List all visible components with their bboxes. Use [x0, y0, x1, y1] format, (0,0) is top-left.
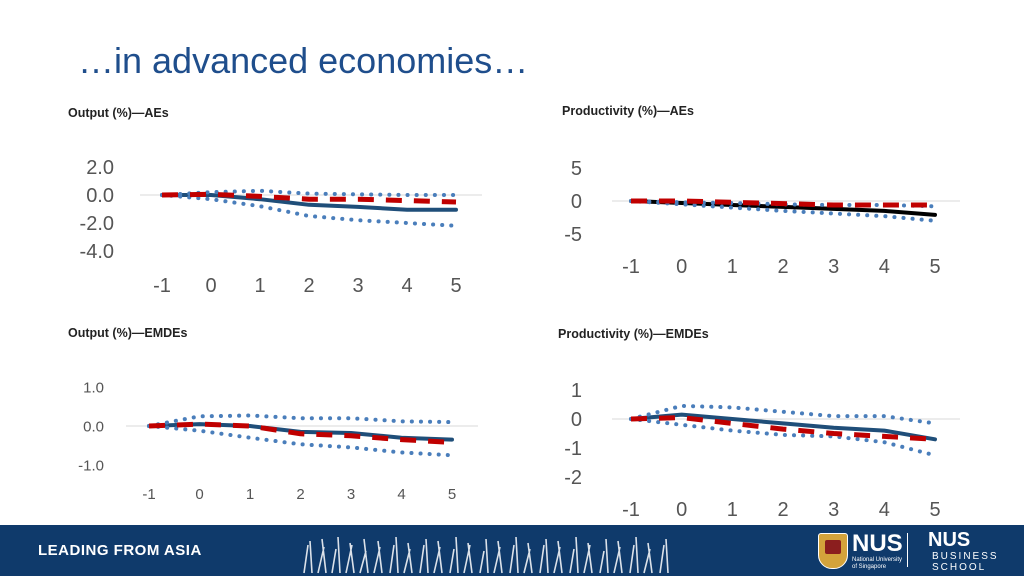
- x-tick-label: 1: [727, 256, 738, 278]
- nus-logo-subtext: National University of Singapore: [852, 557, 903, 570]
- y-tick-label: 0: [571, 191, 582, 213]
- x-tick-label: 4: [397, 486, 405, 503]
- x-tick-label: 3: [352, 275, 363, 297]
- x-tick-label: 1: [246, 486, 254, 503]
- series-line-dotted: [160, 188, 458, 197]
- series-line-solid: [160, 193, 458, 212]
- series-line-dashed: [631, 198, 935, 208]
- business-school-text: BUSINESS SCHOOL: [932, 551, 999, 573]
- chart-title-productivity-aes: Productivity (%)—AEs: [562, 104, 694, 118]
- series-line-dotted: [629, 403, 937, 426]
- footer-tagline: LEADING FROM ASIA: [38, 542, 202, 559]
- series-line-dotted: [147, 413, 454, 428]
- logo-divider: [907, 533, 908, 567]
- slide-title: …in advanced economies…: [78, 40, 529, 81]
- x-tick-label: -1: [622, 499, 640, 521]
- x-tick-label: 2: [296, 486, 304, 503]
- nus-business-logo-text: NUS: [928, 529, 971, 551]
- x-tick-label: 3: [828, 499, 839, 521]
- x-tick-label: 1: [727, 499, 738, 521]
- series-line-solid: [629, 199, 937, 217]
- x-tick-label: 0: [676, 256, 687, 278]
- grass-decoration-icon: [303, 536, 669, 574]
- x-tick-label: 5: [448, 486, 456, 503]
- y-tick-label: 0.0: [86, 185, 114, 207]
- x-tick-label: 0: [676, 499, 687, 521]
- y-tick-label: -4.0: [80, 241, 114, 263]
- x-tick-label: 5: [929, 499, 940, 521]
- series-line-dotted: [629, 199, 937, 223]
- x-tick-label: 3: [828, 256, 839, 278]
- x-tick-label: 4: [879, 256, 890, 278]
- y-tick-label: 0: [571, 409, 582, 431]
- y-tick-label: -1.0: [78, 457, 104, 474]
- chart-title-output-aes: Output (%)—AEs: [68, 106, 169, 120]
- x-tick-label: 5: [929, 256, 940, 278]
- series-line-dashed: [630, 415, 936, 442]
- y-tick-label: -2.0: [80, 213, 114, 235]
- x-tick-label: 0: [195, 486, 203, 503]
- x-tick-label: 1: [254, 275, 265, 297]
- x-tick-label: -1: [622, 256, 640, 278]
- x-tick-label: -1: [153, 275, 171, 297]
- footer-bar: LEADING FROM ASIA NUS National Universit…: [0, 525, 1024, 576]
- y-tick-label: 2.0: [86, 157, 114, 179]
- y-tick-label: -2: [564, 467, 582, 489]
- series-line-dashed: [161, 191, 457, 205]
- nus-logo-text: NUS: [852, 530, 903, 557]
- y-tick-label: -1: [564, 438, 582, 460]
- x-tick-label: 4: [401, 275, 412, 297]
- x-tick-label: 0: [205, 275, 216, 297]
- x-tick-label: 2: [303, 275, 314, 297]
- y-tick-label: 5: [571, 158, 582, 180]
- chart-title-productivity-emdes: Productivity (%)—EMDEs: [558, 327, 709, 341]
- x-tick-label: 4: [879, 499, 890, 521]
- y-tick-label: 1.0: [83, 379, 104, 396]
- chart-title-output-emdes: Output (%)—EMDEs: [68, 326, 188, 340]
- x-tick-label: -1: [142, 486, 155, 503]
- x-tick-label: 2: [777, 499, 788, 521]
- series-line-solid: [629, 412, 937, 442]
- series-line-dotted: [147, 424, 454, 458]
- series-line-dotted: [629, 417, 937, 458]
- x-tick-label: 3: [347, 486, 355, 503]
- series-line-dotted: [160, 193, 458, 228]
- y-tick-label: -5: [564, 224, 582, 246]
- y-tick-label: 1: [571, 380, 582, 402]
- x-tick-label: 5: [450, 275, 461, 297]
- x-tick-label: 2: [777, 256, 788, 278]
- nus-crest-icon: [818, 533, 848, 569]
- series-line-dashed: [148, 421, 453, 445]
- y-tick-label: 0.0: [83, 418, 104, 435]
